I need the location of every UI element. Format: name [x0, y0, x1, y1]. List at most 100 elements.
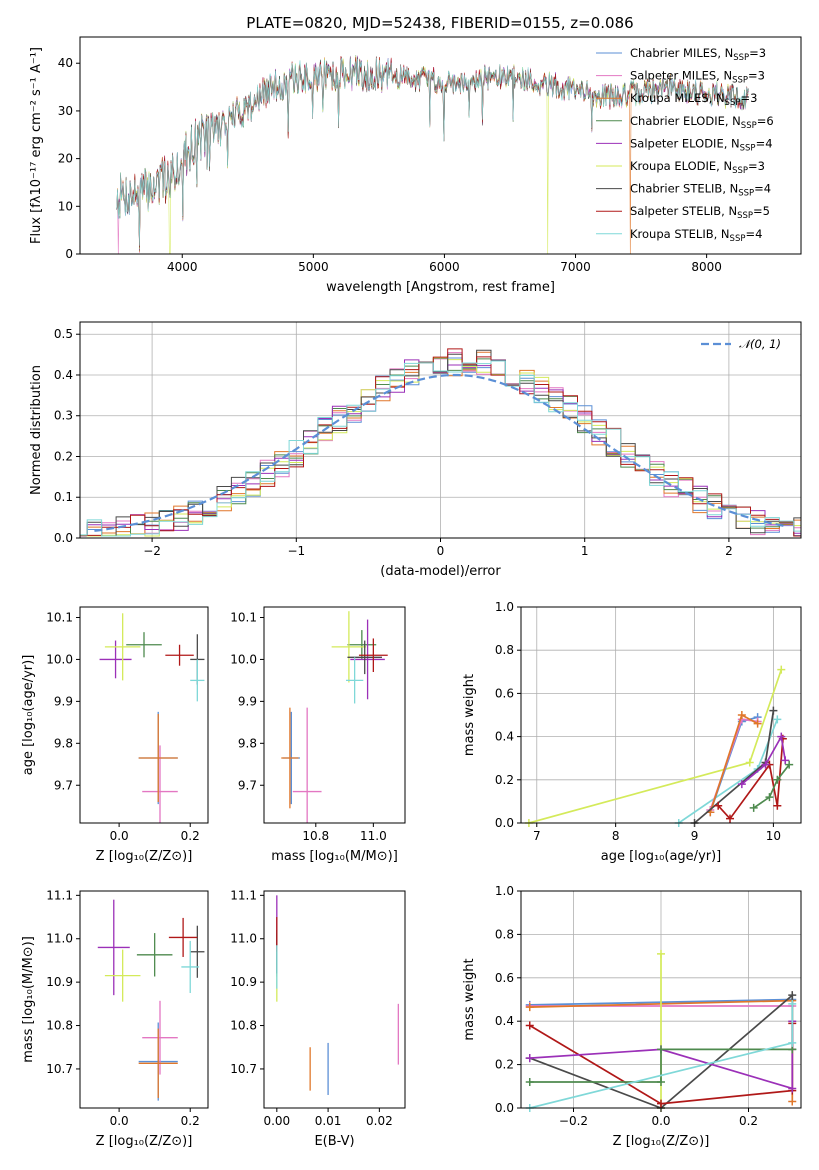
y-tick-label: 10: [58, 199, 73, 213]
legend-nssp: =5: [753, 204, 770, 218]
weight-marker: [773, 801, 782, 810]
weight-marker: [525, 1054, 534, 1063]
y-tick-label: 9.8: [238, 736, 257, 750]
axes-frame: [79, 890, 209, 1109]
legend-label: Chabrier ELODIE, N: [630, 114, 741, 128]
x-tick-label: −1: [287, 544, 305, 558]
weight-marker: [788, 991, 797, 1000]
y-axis-label: age [log₁₀(age/yr)]: [21, 655, 36, 776]
y-tick-label: 11.0: [230, 932, 257, 946]
legend-entry: Chabrier ELODIE, NSSP=6: [630, 114, 774, 131]
x-tick-label: 0.2: [181, 1114, 200, 1128]
x-tick-label: 8000: [691, 260, 722, 274]
y-tick-label: 1.0: [495, 884, 514, 898]
x-tick-label: 0.0: [110, 1114, 129, 1128]
weight-marker: [753, 719, 762, 728]
y-axis-label: Normed distribution: [29, 365, 44, 495]
histogram-step-line: [80, 357, 801, 537]
weight-series-line: [709, 713, 759, 813]
y-tick-label: 0.4: [495, 1014, 514, 1028]
weight-marker: [714, 801, 723, 810]
legend-nssp: =3: [749, 46, 766, 60]
y-tick-label: 30: [58, 104, 73, 118]
x-tick-label: 1: [581, 544, 589, 558]
x-tick-label: 0.01: [315, 1114, 342, 1128]
y-tick-label: 10.7: [230, 1062, 257, 1076]
y-tick-label: 0.3: [54, 409, 73, 423]
y-axis-label: mass weight: [462, 674, 477, 756]
gaussian-curve: [94, 373, 784, 532]
legend-subscript: SSP: [732, 166, 748, 176]
legend-subscript: SSP: [732, 76, 748, 86]
axes-frame: [79, 321, 802, 539]
y-tick-label: 10.0: [230, 652, 257, 666]
legend-label: Chabrier STELIB, N: [630, 182, 738, 196]
weight-series-line: [709, 716, 758, 813]
histogram-step-line: [80, 348, 801, 537]
y-axis-label: mass weight: [462, 958, 477, 1040]
legend-label: Salpeter MILES, N: [630, 69, 732, 83]
weight-marker: [525, 1021, 534, 1030]
legend-label: Chabrier MILES, N: [630, 46, 733, 60]
weight-marker: [781, 756, 790, 765]
legend-subscript: SSP: [725, 98, 741, 108]
legend-entry: Chabrier STELIB, NSSP=4: [630, 182, 771, 199]
y-tick-label: 10.1: [46, 610, 73, 624]
y-tick-label: 0.8: [495, 927, 514, 941]
x-tick-label: 0: [437, 544, 445, 558]
weight-series-line: [741, 734, 787, 785]
weight-marker: [726, 814, 735, 823]
weight-series-line: [529, 1021, 794, 1090]
y-tick-label: 0.0: [495, 816, 514, 830]
y-tick-label: 9.7: [238, 778, 257, 792]
x-axis-label: (data-model)/error: [380, 564, 501, 579]
legend-entry: Salpeter STELIB, NSSP=5: [630, 204, 770, 221]
x-tick-label: 0.02: [366, 1114, 393, 1128]
y-tick-label: 0.5: [54, 327, 73, 341]
weight-marker: [788, 1097, 797, 1106]
legend-subscript: SSP: [730, 234, 746, 244]
y-tick-label: 10.9: [230, 975, 257, 989]
y-tick-label: 0.4: [54, 368, 73, 382]
weight-marker: [777, 732, 786, 741]
x-tick-label: 7000: [560, 260, 591, 274]
legend-nssp: =4: [754, 182, 771, 196]
weight-marker: [773, 715, 782, 724]
x-tick-label: 4000: [167, 260, 198, 274]
axes-frame: [263, 606, 406, 824]
x-tick-label: 5000: [298, 260, 329, 274]
weight-marker: [788, 1038, 797, 1047]
legend-subscript: SSP: [741, 121, 757, 131]
age-vs-mass-panel: 10.8 11.0 9.7 9.8 9.9 10.0 10.1 mass [log₁₀(M/M…: [230, 606, 406, 864]
legend-entry: Salpeter ELODIE, NSSP=4: [630, 136, 773, 153]
y-tick-label: 11.0: [46, 932, 73, 946]
age-vs-metallicity-panel: 0.0 0.2 9.7 9.8 9.9 10.0 10.1 Z [log₁₀(Z/Z⊙)] ag…: [21, 606, 209, 864]
spectrum-series-line: [116, 57, 749, 246]
legend-nssp: =3: [748, 69, 765, 83]
y-tick-label: 0.4: [495, 730, 514, 744]
weight-marker: [657, 1045, 665, 1054]
weight-marker: [737, 780, 746, 789]
y-tick-label: 11.1: [46, 888, 73, 902]
axes-frame: [79, 606, 209, 824]
mass-weight-vs-metallicity-panel: −0.2 0.0 0.2 0.0 0.2 0.4 0.6 0.8 1.0 Z [log₁₀(Z/Z…: [462, 884, 802, 1149]
legend-subscript: SSP: [738, 189, 754, 199]
weight-marker: [765, 793, 774, 802]
x-tick-label: 0.0: [651, 1114, 670, 1128]
y-tick-label: 0.0: [54, 531, 73, 545]
spectrum-panel: 4000 5000 6000 7000 8000 0 10 20 30 40 wavelength …: [29, 36, 802, 295]
weight-marker: [788, 999, 797, 1008]
legend-nssp: =3: [748, 159, 765, 173]
weight-series-line: [678, 718, 779, 823]
legend-subscript: SSP: [737, 211, 753, 221]
y-tick-label: 9.9: [54, 694, 73, 708]
weight-series-line: [753, 764, 790, 809]
legend-entry: 𝒩(0, 1): [739, 337, 781, 351]
mass-vs-ebv-panel: 0.00 0.01 0.02 10.7 10.8 10.9 11.0 11.1 E(B-V): [230, 888, 406, 1149]
histogram-step-line: [80, 351, 801, 537]
y-tick-label: 9.8: [54, 736, 73, 750]
y-tick-label: 10.7: [46, 1062, 73, 1076]
weight-marker: [761, 760, 770, 769]
y-tick-label: 1.0: [495, 600, 514, 614]
